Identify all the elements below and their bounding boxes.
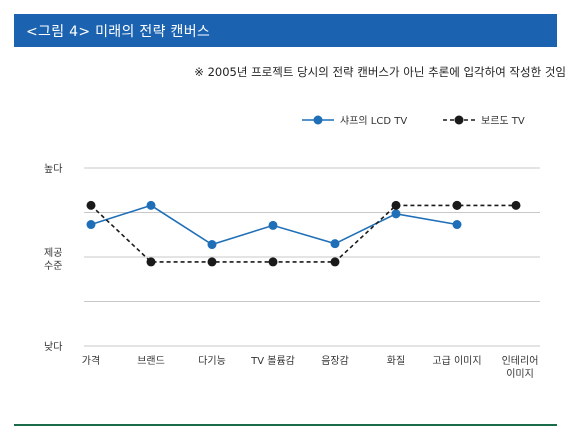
- series-layer: [86, 200, 521, 267]
- series-2-point: [207, 257, 217, 267]
- series-1-point: [86, 220, 96, 230]
- series-1-point: [146, 200, 156, 210]
- figure-title-bar: <그림 4> 미래의 전략 캔버스: [14, 14, 557, 47]
- series-2-point: [511, 200, 521, 210]
- bottom-rule: [14, 424, 557, 426]
- series-2-point: [86, 200, 96, 210]
- x-axis-labels: 가격 브랜드 다기능 TV 볼륨감 음장감 화질 고급 이미지 인테리어 이미지: [82, 354, 539, 380]
- figure-note: ※ 2005년 프로젝트 당시의 전략 캔버스가 아닌 추론에 입각하여 작성한…: [194, 65, 566, 79]
- series-line-2: [90, 204, 516, 263]
- grid-lines: [84, 167, 540, 347]
- x-tick-label: 고급 이미지: [432, 355, 481, 367]
- y-label-mid: 제공 수준: [44, 247, 62, 272]
- series-2-point: [391, 200, 401, 210]
- figure-title: <그림 4> 미래의 전략 캔버스: [26, 23, 211, 40]
- x-tick-label: 화질: [387, 355, 405, 367]
- legend-label-1: 샤프의 LCD TV: [340, 115, 407, 127]
- legend-marker-1: [313, 115, 323, 125]
- series-1-point: [452, 220, 462, 230]
- series-2-point: [330, 257, 340, 267]
- series-2-point: [268, 257, 278, 267]
- series-1-point: [391, 209, 401, 219]
- series-2-point: [452, 200, 462, 210]
- x-tick-label: 가격: [82, 354, 100, 367]
- x-tick-label: 음장감: [321, 355, 349, 367]
- series-1-point: [330, 239, 340, 249]
- x-tick-label: TV 볼륨감: [250, 355, 295, 367]
- legend-label-2: 보르도 TV: [481, 115, 525, 127]
- legend: 샤프의 LCD TV 보르도 TV: [302, 115, 525, 127]
- series-1-point: [268, 220, 278, 230]
- x-tick-label: 다기능: [198, 355, 226, 367]
- y-label-low: 낮다: [44, 341, 62, 353]
- series-2-point: [146, 257, 156, 267]
- y-label-high: 높다: [44, 163, 62, 175]
- x-tick-label: 브랜드: [137, 355, 165, 367]
- legend-marker-2: [454, 115, 464, 125]
- series-1-point: [207, 240, 217, 250]
- x-tick-label: 인테리어 이미지: [502, 355, 539, 380]
